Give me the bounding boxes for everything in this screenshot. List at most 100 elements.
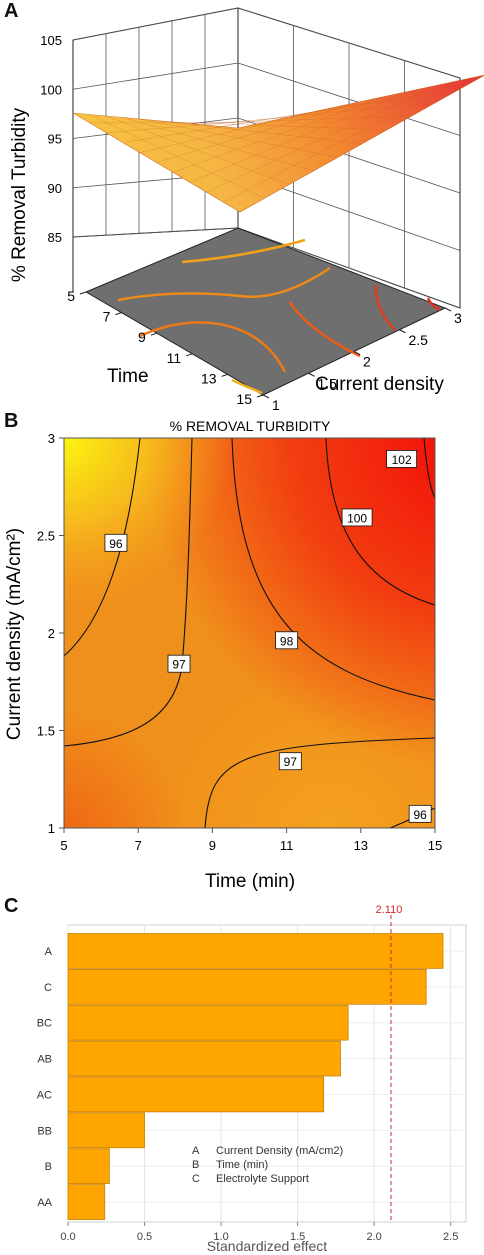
pareto-category-label: BC [37,1018,52,1030]
contour-labels: 102 100 98 97 96 97 96 [104,450,432,823]
contour-line-97-lower [204,737,435,828]
pareto-legend-key: B [192,1159,199,1171]
pareto-x-tick-label: 1.0 [213,1231,228,1243]
panel-label-a: A [4,0,19,22]
time-tick-label: 11 [167,350,182,366]
contour-label: 97 [172,658,186,672]
pareto-x-tick-label: 1.5 [290,1231,305,1243]
z-tick-label: 105 [40,33,62,48]
pareto-category-label: AC [37,1089,52,1101]
current-density-tick-label: 2.5 [409,332,429,348]
contour-label: 100 [347,511,367,525]
time-axis-ticks: 5 7 9 11 13 15 [60,828,442,853]
pareto-bar [67,1076,325,1113]
current-density-tick-labels: 1 1.5 2 2.5 3 [262,307,462,410]
contour-x-tick-label: 7 [135,838,142,853]
contour-label-box [278,752,302,771]
pareto-bar [67,1148,110,1185]
current-density-tick-label: 1 [272,397,280,410]
contour-title: % REMOVAL TURBIDITY [170,418,331,434]
pareto-category-label: B [45,1161,52,1173]
pareto-x-tick-label: 2.5 [443,1231,458,1243]
z-axis-label: % Removal Turbidity [9,107,30,282]
contour-label-box [386,450,418,468]
contour-line-98 [231,438,435,701]
pareto-legend-text: Electrolyte Support [216,1173,309,1185]
time-tick-label: 15 [236,391,252,407]
reference-line-group: 2.110 [376,904,403,1222]
pareto-legend-text: Current Density (mA/cm2) [216,1145,343,1157]
contour-y-tick-label: 2 [48,626,55,641]
surface-mesh [89,80,461,203]
contour-x-tick-label: 11 [280,838,294,853]
contour-y-tick-label: 2.5 [37,529,55,544]
panel-c-pareto-chart: C 2.110 A C BC AB AC BB B AA 0.0 0.5 1.0 1.5 2.0 2.5… [0,895,484,1255]
contour-plot-svg: % REMOVAL TURBIDITY 102 100 98 97 96 97 96 5 7 9… [4,418,442,892]
pareto-category-label: AB [37,1054,52,1066]
pareto-bar [67,1004,349,1041]
time-tick-label: 9 [138,329,146,345]
time-tick-label: 7 [103,309,111,325]
contour-label-box [341,508,373,527]
contour-label-box [104,533,128,552]
y-axis-label-time: Time [107,366,149,387]
contour-label: 96 [109,537,123,551]
floor-contour-line [373,284,396,331]
pareto-bar [67,1112,145,1149]
contour-y-tick-label: 1.5 [37,724,55,739]
panel-b-contour-plot: B % REMOVAL TURBIDITY [0,410,484,895]
pareto-bar [67,933,444,969]
time-tick-labels: 5 7 9 11 13 15 [67,288,264,407]
pareto-bar [67,1040,341,1077]
current-density-tick-label: 3 [454,310,462,326]
contour-x-axis-label: Time (min) [205,871,295,892]
panel-label-c: C [4,895,19,917]
contour-y-tick-label: 3 [48,431,55,446]
floor-contour-line [181,238,306,264]
z-tick-label: 85 [48,230,62,245]
contour-label-box [408,804,432,823]
pareto-category-label: AA [37,1197,52,1209]
reference-line-label: 2.110 [376,904,403,916]
z-tick-label: 90 [48,181,62,196]
contour-label-box [275,631,299,650]
contour-y-axis-label: Current density (mA/cm²) [4,528,25,740]
pareto-legend-key: C [192,1173,200,1185]
contour-label: 97 [284,755,298,769]
pareto-bars [67,933,444,1220]
z-tick-labels: 85 90 95 100 105 [40,33,62,245]
z-tick-label: 100 [40,82,62,97]
contour-lines [64,438,435,828]
contour-line-102 [423,438,435,499]
x-axis-label-current-density: Current density [315,374,444,395]
panel-a-surface-plot: A 85 90 95 100 105 5 7 9 11 13 15 1 1.5 2 2.5 3 % Rem… [0,0,484,410]
pareto-x-tick-label: 0.5 [137,1231,152,1243]
current-density-tick-label: 1.5 [318,375,338,391]
pareto-x-tick-label: 2.0 [367,1231,382,1243]
floor-contour-line [117,267,331,302]
z-tick-label: 95 [48,132,62,147]
contour-line-96-upper [64,438,141,657]
pareto-legend: A Current Density (mA/cm2) B Time (min) C Ele… [192,1145,343,1185]
current-density-tick-label: 2 [363,354,371,370]
contour-x-tick-label: 13 [354,838,368,853]
floor-contour-line [231,378,263,395]
pareto-legend-key: A [192,1145,200,1157]
pareto-x-ticks: 0.0 0.5 1.0 1.5 2.0 2.5 [60,1222,458,1243]
contour-label-box [167,654,191,673]
floor-contour-line [139,321,287,373]
contour-label: 98 [280,634,294,648]
time-tick-label: 13 [201,370,217,386]
pareto-category-label: C [44,982,52,994]
contour-x-tick-label: 5 [60,838,67,853]
contour-y-tick-label: 1 [48,821,55,836]
pareto-category-label: A [45,946,53,958]
time-tick-label: 5 [67,288,75,304]
pareto-x-axis-label: Standardized effect [207,1238,327,1254]
response-surface-shade [73,75,484,212]
contour-x-tick-label: 9 [209,838,216,853]
pareto-category-label: BB [37,1125,52,1137]
